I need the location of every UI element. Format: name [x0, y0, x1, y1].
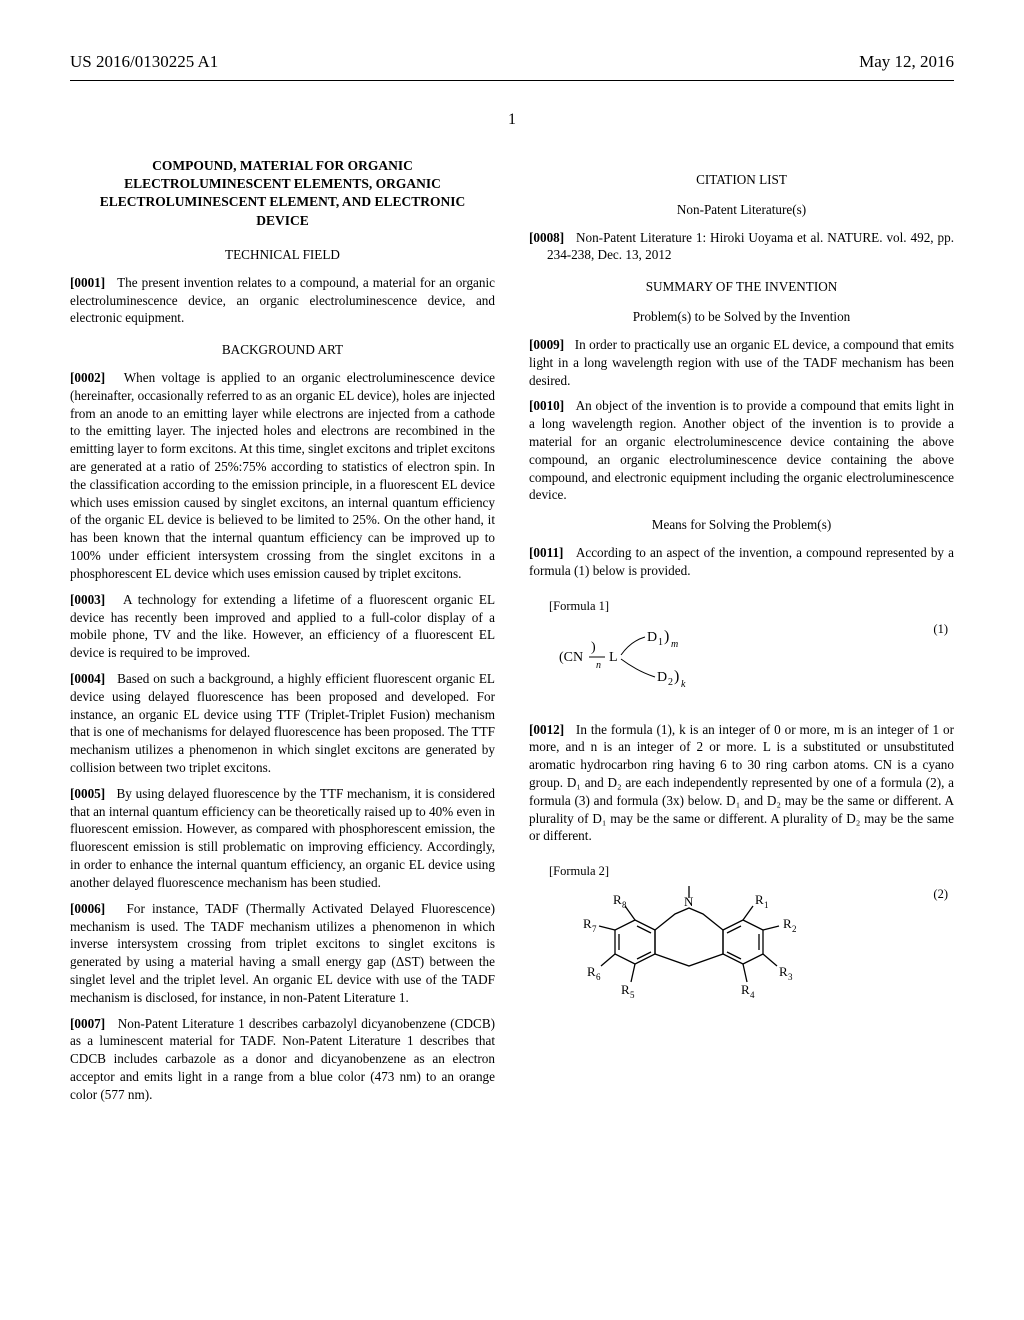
paragraph-0003: [0003] A technology for extending a life…	[70, 591, 495, 662]
para-text: Non-Patent Literature 1: Hiroki Uoyama e…	[547, 230, 954, 263]
left-column: COMPOUND, MATERIAL FOR ORGANIC ELECTROLU…	[70, 157, 495, 1112]
right-column: CITATION LIST Non-Patent Literature(s) […	[529, 157, 954, 1112]
formula1-label: [Formula 1]	[549, 598, 954, 615]
svg-text:): )	[664, 628, 669, 645]
svg-text:R: R	[621, 982, 630, 997]
paragraph-0002: [0002] When voltage is applied to an org…	[70, 369, 495, 583]
svg-text:R: R	[755, 892, 764, 907]
paragraph-0001: [0001] The present invention relates to …	[70, 274, 495, 327]
svg-text:6: 6	[596, 972, 601, 982]
para-text: Based on such a background, a highly eff…	[70, 671, 495, 775]
svg-text:3: 3	[788, 972, 793, 982]
svg-text:m: m	[671, 639, 678, 650]
page-header: US 2016/0130225 A1 May 12, 2016	[70, 52, 954, 72]
svg-text:): )	[591, 640, 596, 655]
formula2-block: (2)	[529, 886, 954, 1016]
subheading-means: Means for Solving the Problem(s)	[529, 516, 954, 534]
formula1-structure: (CN ) n L D 1 ) m D 2	[559, 621, 749, 691]
para-num: [0011]	[529, 545, 563, 560]
publication-number: US 2016/0130225 A1	[70, 52, 218, 72]
para-num: [0005]	[70, 786, 105, 801]
para-text: In order to practically use an organic E…	[529, 337, 954, 388]
svg-text:D: D	[657, 670, 667, 685]
svg-text:R: R	[587, 964, 596, 979]
para-num: [0008]	[529, 230, 564, 245]
para-text: For instance, TADF (Thermally Activated …	[70, 901, 495, 1005]
para-text: Non-Patent Literature 1 describes carbaz…	[70, 1016, 495, 1102]
para-text: A technology for extending a lifetime of…	[70, 592, 495, 660]
subheading-problems: Problem(s) to be Solved by the Invention	[529, 308, 954, 326]
formula1-block: (1) (CN ) n L D 1 ) m	[529, 621, 954, 691]
document-title: COMPOUND, MATERIAL FOR ORGANIC ELECTROLU…	[90, 157, 475, 230]
para-num: [0002]	[70, 370, 105, 385]
paragraph-0010: [0010] An object of the invention is to …	[529, 397, 954, 504]
svg-text:1: 1	[764, 900, 769, 910]
svg-text:R: R	[613, 892, 622, 907]
formula2-structure: N R8 R7 R6 R5 R1 R2 R3 R4	[559, 886, 819, 1016]
svg-text:(CN: (CN	[559, 650, 583, 665]
para-num: [0010]	[529, 398, 564, 413]
svg-text:L: L	[609, 650, 618, 665]
formula2-eqnum: (2)	[933, 886, 948, 903]
header-rule	[70, 80, 954, 81]
para-num: [0012]	[529, 722, 564, 737]
subheading-npl: Non-Patent Literature(s)	[529, 201, 954, 219]
svg-text:R: R	[583, 916, 592, 931]
svg-text:8: 8	[622, 900, 627, 910]
paragraph-0011: [0011] According to an aspect of the inv…	[529, 544, 954, 580]
text-columns: COMPOUND, MATERIAL FOR ORGANIC ELECTROLU…	[70, 157, 954, 1112]
paragraph-0005: [0005] By using delayed fluorescence by …	[70, 785, 495, 892]
svg-text:n: n	[596, 660, 601, 671]
formula1-eqnum: (1)	[933, 621, 948, 638]
para-text: When voltage is applied to an organic el…	[70, 370, 495, 581]
svg-text:1: 1	[658, 637, 663, 648]
svg-text:R: R	[741, 982, 750, 997]
para-text: By using delayed fluorescence by the TTF…	[70, 786, 495, 890]
para-text: In the formula (1), k is an integer of 0…	[529, 722, 954, 844]
para-num: [0004]	[70, 671, 105, 686]
svg-text:5: 5	[630, 990, 635, 1000]
paragraph-0008: [0008] Non-Patent Literature 1: Hiroki U…	[529, 229, 954, 265]
section-technical-field: TECHNICAL FIELD	[70, 246, 495, 264]
section-summary: SUMMARY OF THE INVENTION	[529, 278, 954, 296]
publication-date: May 12, 2016	[859, 52, 954, 72]
svg-text:4: 4	[750, 990, 755, 1000]
para-text: An object of the invention is to provide…	[529, 398, 954, 502]
paragraph-0012: [0012] In the formula (1), k is an integ…	[529, 721, 954, 846]
para-num: [0001]	[70, 275, 105, 290]
paragraph-0007: [0007] Non-Patent Literature 1 describes…	[70, 1015, 495, 1104]
patent-page: US 2016/0130225 A1 May 12, 2016 1 COMPOU…	[0, 0, 1024, 1152]
section-citation-list: CITATION LIST	[529, 171, 954, 189]
svg-text:7: 7	[592, 924, 597, 934]
para-text: The present invention relates to a compo…	[70, 275, 495, 326]
section-background-art: BACKGROUND ART	[70, 341, 495, 359]
svg-text:R: R	[783, 916, 792, 931]
paragraph-0009: [0009] In order to practically use an or…	[529, 336, 954, 389]
para-num: [0007]	[70, 1016, 105, 1031]
svg-text:N: N	[684, 894, 694, 909]
paragraph-0006: [0006] For instance, TADF (Thermally Act…	[70, 900, 495, 1007]
paragraph-0004: [0004] Based on such a background, a hig…	[70, 670, 495, 777]
svg-text:D: D	[647, 630, 657, 645]
svg-text:2: 2	[792, 924, 797, 934]
para-num: [0009]	[529, 337, 564, 352]
svg-text:k: k	[681, 679, 686, 690]
para-num: [0003]	[70, 592, 105, 607]
para-text: According to an aspect of the invention,…	[529, 545, 954, 578]
svg-text:2: 2	[668, 677, 673, 688]
formula2-label: [Formula 2]	[549, 863, 954, 880]
page-number: 1	[70, 111, 954, 129]
svg-text:): )	[674, 668, 679, 685]
svg-text:R: R	[779, 964, 788, 979]
para-num: [0006]	[70, 901, 105, 916]
